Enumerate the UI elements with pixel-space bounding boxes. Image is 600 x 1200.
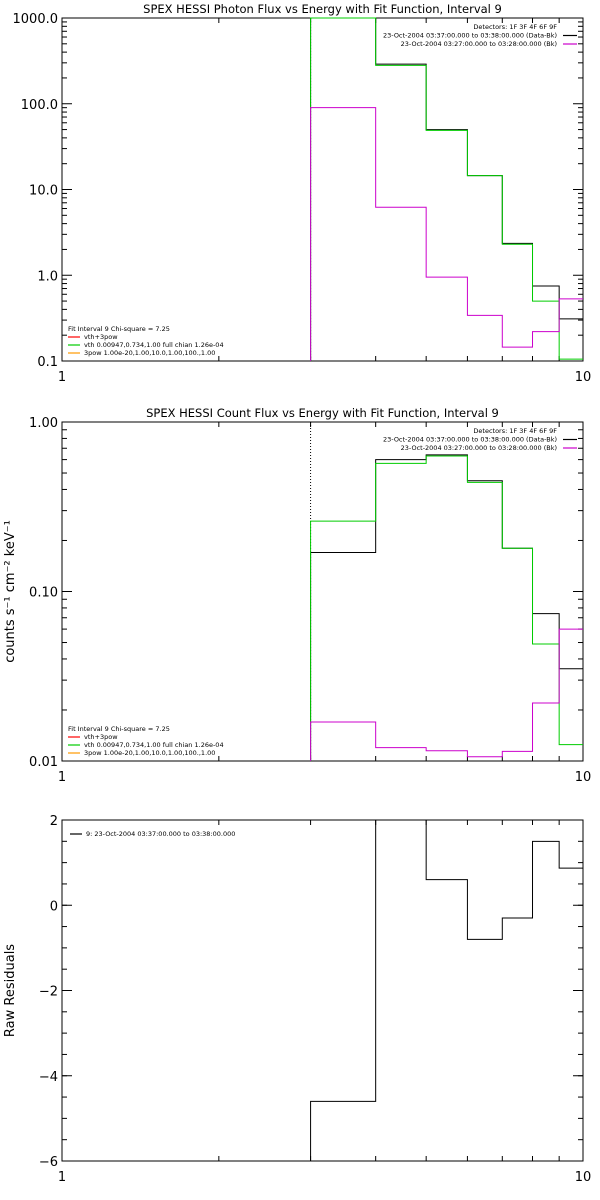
series-1-histogram bbox=[310, 17, 583, 361]
y-tick-label: 0.01 bbox=[29, 755, 58, 770]
x-tick-label: 10 bbox=[575, 370, 592, 385]
y-tick-label: 10.0 bbox=[29, 184, 58, 199]
plot-frame bbox=[61, 819, 584, 1162]
legend-bottom-entry: 3pow 1.00e-20,1.00,10.0,1.00,100.,1.00 bbox=[84, 749, 215, 757]
y-tick-label: −2 bbox=[39, 985, 58, 1000]
legend-top-entry: 23-Oct-2004 03:37:00.000 to 03:38:00.000… bbox=[383, 32, 557, 40]
series-2-histogram bbox=[310, 107, 583, 361]
y-tick-label: 0 bbox=[50, 899, 58, 914]
y-tick-label: 1.0 bbox=[37, 269, 58, 284]
x-tick-label: 10 bbox=[575, 770, 592, 785]
legend-bottom-entry: vth+3pow bbox=[84, 333, 118, 341]
y-tick-label: 0.1 bbox=[37, 355, 58, 370]
chart-title: SPEX HESSI Count Flux vs Energy with Fit… bbox=[146, 406, 499, 420]
series-2-histogram bbox=[310, 628, 583, 761]
legend-bottom-entry: 3pow 1.00e-20,1.00,10.0,1.00,100.,1.00 bbox=[84, 349, 215, 357]
plot-frame bbox=[61, 421, 584, 762]
legend-top-entry: 23-Oct-2004 03:37:00.000 to 03:38:00.000… bbox=[383, 436, 557, 444]
legend-top-entry: 9: 23-Oct-2004 03:37:00.000 to 03:38:00.… bbox=[86, 830, 235, 838]
series-1-histogram bbox=[310, 455, 583, 761]
plot-frame bbox=[61, 17, 584, 362]
x-tick-label: 1 bbox=[58, 770, 66, 785]
legend-top-entry: Detectors: 1F 3F 4F 6F 9F bbox=[473, 23, 557, 31]
y-tick-label: −6 bbox=[39, 1155, 58, 1170]
series-0-histogram bbox=[310, 819, 583, 1161]
series-0-histogram bbox=[310, 17, 583, 361]
y-axis-label: Raw Residuals bbox=[3, 944, 18, 1037]
y-tick-label: 2 bbox=[50, 814, 58, 829]
y-tick-label: 100.0 bbox=[21, 98, 58, 113]
chart-title: SPEX HESSI Photon Flux vs Energy with Fi… bbox=[143, 2, 502, 16]
legend-bottom-entry: vth 0.00947,0.734,1.00 full chian 1.26e-… bbox=[84, 341, 224, 349]
legend-bottom-entry: Fit Interval 9 Chi-square = 7.25 bbox=[68, 725, 170, 733]
y-axis-label: counts s⁻¹ cm⁻² keV⁻¹ bbox=[3, 520, 18, 663]
legend-top-entry: 23-Oct-2004 03:27:00.000 to 03:28:00.000… bbox=[401, 40, 557, 48]
legend-bottom-entry: vth 0.00947,0.734,1.00 full chian 1.26e-… bbox=[84, 741, 224, 749]
x-tick-label: 10 bbox=[575, 1170, 592, 1185]
series-0-histogram bbox=[310, 454, 583, 761]
x-tick-label: 1 bbox=[58, 370, 66, 385]
x-tick-label: 1 bbox=[58, 1170, 66, 1185]
y-tick-label: −4 bbox=[39, 1070, 58, 1085]
legend-top-entry: 23-Oct-2004 03:27:00.000 to 03:28:00.000… bbox=[401, 444, 557, 452]
legend-top-entry: Detectors: 1F 3F 4F 6F 9F bbox=[473, 427, 557, 435]
legend-bottom-entry: vth+3pow bbox=[84, 733, 118, 741]
y-tick-label: 1000.0 bbox=[13, 12, 59, 27]
legend-bottom-entry: Fit Interval 9 Chi-square = 7.25 bbox=[68, 325, 170, 333]
y-tick-label: 0.10 bbox=[29, 586, 58, 601]
y-tick-label: 1.00 bbox=[29, 416, 58, 431]
